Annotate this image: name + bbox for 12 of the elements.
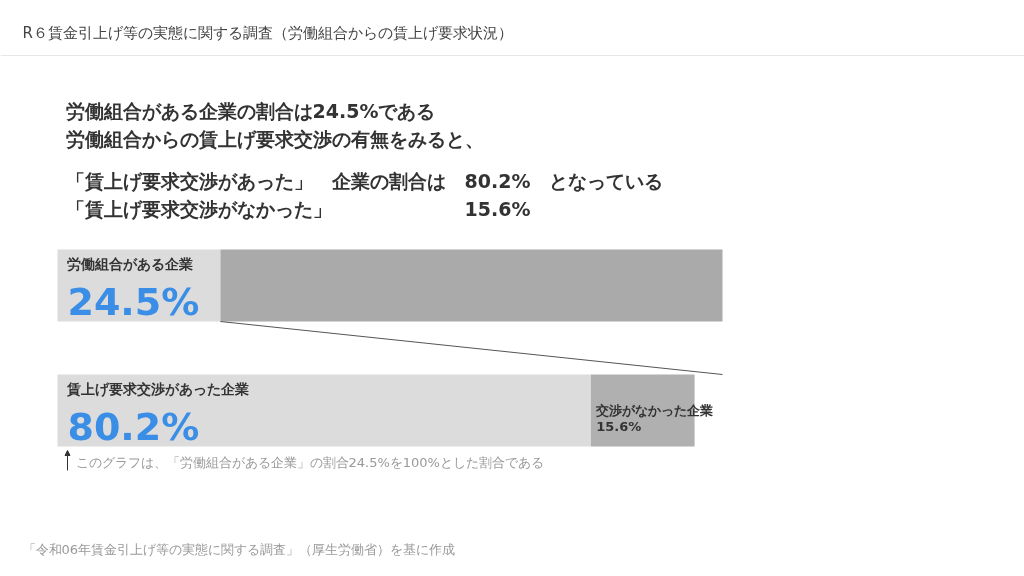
- data-label: 賃上げ要求交渉があった企業 80.2%: [66, 380, 250, 449]
- text: 「賃上げ要求交渉があった」 企業の割合は 80.2% となっている: [65, 169, 664, 192]
- annotation: このグラフは、「労働組合がある企業」の割合24.5%を100%とした割合である: [75, 455, 544, 470]
- chart-subtitle: 労働組合がある企業の割合は24.5%である: [65, 99, 436, 122]
- text: 「令和06年賃金引上げ等の実態に関する調査」（厚生労働省）を基に作成: [22, 542, 456, 557]
- text: 労働組合からの賃上げ要求交渉の有無をみると、: [65, 127, 484, 150]
- bar: [57, 374, 591, 447]
- data-label: 交渉がなかった企業 15.6%: [595, 402, 714, 435]
- bar: [220, 249, 723, 322]
- data-label: 労働組合がある企業 24.5%: [67, 255, 200, 324]
- text: 「賃上げ要求交渉がなかった」 15.6%: [65, 197, 531, 220]
- chart-title: R６賃金引上げ等の実態に関する調査（労働組合からの賃上げ要求状況）: [22, 23, 513, 42]
